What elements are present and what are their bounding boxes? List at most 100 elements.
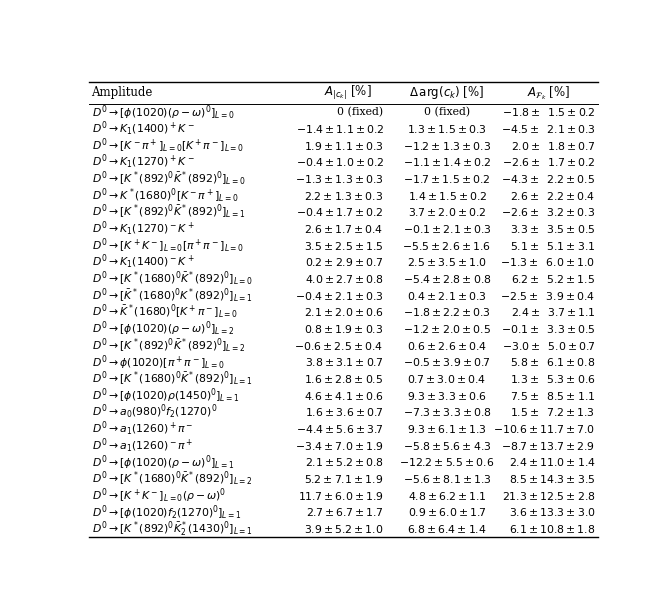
Text: $-2.6\pm\;\;1.7\pm0.2$: $-2.6\pm\;\;1.7\pm0.2$ [502, 157, 595, 168]
Text: $D^0 \to [K^*(892)^0\bar{K}^*(892)^0]_{L=1}$: $D^0 \to [K^*(892)^0\bar{K}^*(892)^0]_{L… [91, 203, 245, 222]
Text: $-3.4\pm7.0\pm1.9$: $-3.4\pm7.0\pm1.9$ [294, 440, 384, 452]
Text: $D^0 \to [K^*(1680)^0\bar{K}^*(892)^0]_{L=2}$: $D^0 \to [K^*(1680)^0\bar{K}^*(892)^0]_{… [91, 470, 252, 488]
Text: $0.2\pm2.9\pm0.7$: $0.2\pm2.9\pm0.7$ [305, 256, 384, 269]
Text: $-0.1\pm2.1\pm0.3$: $-0.1\pm2.1\pm0.3$ [402, 223, 492, 235]
Text: $-1.3\pm1.3\pm0.3$: $-1.3\pm1.3\pm0.3$ [295, 173, 384, 185]
Text: $A_{|c_k|}$ [%]: $A_{|c_k|}$ [%] [324, 84, 372, 102]
Text: $0.9\pm6.0\pm1.7$: $0.9\pm6.0\pm1.7$ [408, 506, 486, 518]
Text: $D^0 \to [\phi(1020)(\rho-\omega)^0]_{L=1}$: $D^0 \to [\phi(1020)(\rho-\omega)^0]_{L=… [91, 453, 234, 471]
Text: $-1.1\pm1.4\pm0.2$: $-1.1\pm1.4\pm0.2$ [403, 157, 491, 168]
Text: $5.8\pm\;\;6.1\pm0.8$: $5.8\pm\;\;6.1\pm0.8$ [510, 356, 595, 368]
Text: $-1.4\pm1.1\pm0.2$: $-1.4\pm1.1\pm0.2$ [296, 123, 384, 135]
Text: $4.0\pm2.7\pm0.8$: $4.0\pm2.7\pm0.8$ [305, 273, 384, 285]
Text: 0 (fixed): 0 (fixed) [338, 107, 384, 118]
Text: $2.7\pm6.7\pm1.7$: $2.7\pm6.7\pm1.7$ [306, 506, 384, 518]
Text: $-0.4\pm1.0\pm0.2$: $-0.4\pm1.0\pm0.2$ [296, 157, 384, 168]
Text: $-10.6\pm11.7\pm7.0$: $-10.6\pm11.7\pm7.0$ [494, 423, 595, 435]
Text: $7.5\pm\;\;8.5\pm1.1$: $7.5\pm\;\;8.5\pm1.1$ [510, 390, 595, 402]
Text: $9.3\pm3.3\pm0.6$: $9.3\pm3.3\pm0.6$ [407, 390, 487, 402]
Text: $4.6\pm4.1\pm0.6$: $4.6\pm4.1\pm0.6$ [304, 390, 384, 402]
Text: $D^0 \to [K^*(892)^0\bar{K}_2^*(1430)^0]_{L=1}$: $D^0 \to [K^*(892)^0\bar{K}_2^*(1430)^0]… [91, 519, 252, 538]
Text: 0 (fixed): 0 (fixed) [424, 107, 470, 118]
Text: $2.5\pm3.5\pm1.0$: $2.5\pm3.5\pm1.0$ [407, 256, 487, 269]
Text: $-4.3\pm\;\;2.2\pm0.5$: $-4.3\pm\;\;2.2\pm0.5$ [501, 173, 595, 185]
Text: $6.1\pm10.8\pm1.8$: $6.1\pm10.8\pm1.8$ [509, 523, 595, 535]
Text: $2.0\pm\;\;1.8\pm0.7$: $2.0\pm\;\;1.8\pm0.7$ [511, 139, 595, 152]
Text: $D^0 \to [K^-\pi^+]_{L=0}[K^+\pi^-]_{L=0}$: $D^0 \to [K^-\pi^+]_{L=0}[K^+\pi^-]_{L=0… [91, 136, 244, 155]
Text: $-0.5\pm3.9\pm0.7$: $-0.5\pm3.9\pm0.7$ [403, 356, 491, 368]
Text: $2.1\pm2.0\pm0.6$: $2.1\pm2.0\pm0.6$ [304, 306, 384, 319]
Text: $1.6\pm2.8\pm0.5$: $1.6\pm2.8\pm0.5$ [304, 373, 384, 385]
Text: $D^0 \to K_1(1270)^-K^+$: $D^0 \to K_1(1270)^-K^+$ [91, 220, 194, 238]
Text: $3.3\pm\;\;3.5\pm0.5$: $3.3\pm\;\;3.5\pm0.5$ [510, 223, 595, 235]
Text: $2.2\pm1.3\pm0.3$: $2.2\pm1.3\pm0.3$ [304, 189, 384, 202]
Text: $-12.2\pm5.5\pm0.6$: $-12.2\pm5.5\pm0.6$ [400, 456, 495, 468]
Text: $21.3\pm12.5\pm2.8$: $21.3\pm12.5\pm2.8$ [502, 490, 595, 502]
Text: $-5.5\pm2.6\pm1.6$: $-5.5\pm2.6\pm1.6$ [402, 240, 492, 252]
Text: $1.9\pm1.1\pm0.3$: $1.9\pm1.1\pm0.3$ [304, 139, 384, 152]
Text: $-5.4\pm2.8\pm0.8$: $-5.4\pm2.8\pm0.8$ [403, 273, 492, 285]
Text: $D^0 \to [K^*(892)^0\bar{K}^*(892)^0]_{L=0}$: $D^0 \to [K^*(892)^0\bar{K}^*(892)^0]_{L… [91, 170, 246, 188]
Text: $D^0 \to a_1(1260)^-\pi^+$: $D^0 \to a_1(1260)^-\pi^+$ [91, 437, 193, 455]
Text: $5.2\pm7.1\pm1.9$: $5.2\pm7.1\pm1.9$ [304, 473, 384, 485]
Text: $D^0 \to [K^*(1680)^0\bar{K}^*(892)^0]_{L=1}$: $D^0 \to [K^*(1680)^0\bar{K}^*(892)^0]_{… [91, 370, 252, 388]
Text: $-4.4\pm5.6\pm3.7$: $-4.4\pm5.6\pm3.7$ [296, 423, 384, 435]
Text: $D^0 \to \phi(1020)[\pi^+\pi^-]_{L=0}$: $D^0 \to \phi(1020)[\pi^+\pi^-]_{L=0}$ [91, 353, 224, 371]
Text: $-1.8\pm\;\;1.5\pm0.2$: $-1.8\pm\;\;1.5\pm0.2$ [501, 107, 595, 118]
Text: $4.8\pm6.2\pm1.1$: $4.8\pm6.2\pm1.1$ [408, 490, 486, 502]
Text: $D^0 \to a_0(980)^0f_2(1270)^0$: $D^0 \to a_0(980)^0f_2(1270)^0$ [91, 403, 217, 421]
Text: $D^0 \to [\phi(1020)f_2(1270)^0]_{L=1}$: $D^0 \to [\phi(1020)f_2(1270)^0]_{L=1}$ [91, 503, 241, 522]
Text: $3.8\pm3.1\pm0.7$: $3.8\pm3.1\pm0.7$ [305, 356, 384, 368]
Text: $-1.7\pm1.5\pm0.2$: $-1.7\pm1.5\pm0.2$ [404, 173, 491, 185]
Text: $-5.8\pm5.6\pm4.3$: $-5.8\pm5.6\pm4.3$ [403, 440, 492, 452]
Text: $D^0 \to [K^+K^-]_{L=0}(\rho-\omega)^0$: $D^0 \to [K^+K^-]_{L=0}(\rho-\omega)^0$ [91, 487, 226, 505]
Text: $5.1\pm\;\;5.1\pm3.1$: $5.1\pm\;\;5.1\pm3.1$ [510, 240, 595, 252]
Text: $-3.0\pm\;\;5.0\pm0.7$: $-3.0\pm\;\;5.0\pm0.7$ [501, 340, 595, 351]
Text: $8.5\pm14.3\pm3.5$: $8.5\pm14.3\pm3.5$ [509, 473, 595, 485]
Text: $D^0 \to [K^*(892)^0\bar{K}^*(892)^0]_{L=2}$: $D^0 \to [K^*(892)^0\bar{K}^*(892)^0]_{L… [91, 337, 245, 354]
Text: $D^0 \to a_1(1260)^+\pi^-$: $D^0 \to a_1(1260)^+\pi^-$ [91, 420, 193, 438]
Text: $-4.5\pm\;\;2.1\pm0.3$: $-4.5\pm\;\;2.1\pm0.3$ [501, 123, 595, 135]
Text: Amplitude: Amplitude [91, 86, 153, 99]
Text: $2.4\pm\;\;3.7\pm1.1$: $2.4\pm\;\;3.7\pm1.1$ [511, 306, 595, 319]
Text: $-2.5\pm\;\;3.9\pm0.4$: $-2.5\pm\;\;3.9\pm0.4$ [500, 290, 595, 301]
Text: $-8.7\pm13.7\pm2.9$: $-8.7\pm13.7\pm2.9$ [501, 440, 595, 452]
Text: $6.8\pm6.4\pm1.4$: $6.8\pm6.4\pm1.4$ [407, 523, 487, 535]
Text: $3.5\pm2.5\pm1.5$: $3.5\pm2.5\pm1.5$ [304, 240, 384, 252]
Text: $-1.8\pm2.2\pm0.3$: $-1.8\pm2.2\pm0.3$ [403, 306, 491, 319]
Text: $\Delta\,\mathrm{arg}(c_k)$ [%]: $\Delta\,\mathrm{arg}(c_k)$ [%] [410, 84, 485, 101]
Text: $-5.6\pm8.1\pm1.3$: $-5.6\pm8.1\pm1.3$ [402, 473, 492, 485]
Text: $2.4\pm11.0\pm1.4$: $2.4\pm11.0\pm1.4$ [509, 456, 595, 468]
Text: $-0.6\pm2.5\pm0.4$: $-0.6\pm2.5\pm0.4$ [294, 340, 384, 351]
Text: $1.3\pm\;\;5.3\pm0.6$: $1.3\pm\;\;5.3\pm0.6$ [509, 373, 595, 385]
Text: $1.4\pm1.5\pm0.2$: $1.4\pm1.5\pm0.2$ [408, 189, 486, 202]
Text: $-1.3\pm\;\;6.0\pm1.0$: $-1.3\pm\;\;6.0\pm1.0$ [500, 256, 595, 269]
Text: $6.2\pm\;\;5.2\pm1.5$: $6.2\pm\;\;5.2\pm1.5$ [511, 273, 595, 285]
Text: $2.6\pm1.7\pm0.4$: $2.6\pm1.7\pm0.4$ [304, 223, 384, 235]
Text: $D^0 \to [\phi(1020)\rho(1450)^0]_{L=1}$: $D^0 \to [\phi(1020)\rho(1450)^0]_{L=1}$ [91, 386, 239, 405]
Text: $0.4\pm2.1\pm0.3$: $0.4\pm2.1\pm0.3$ [407, 290, 487, 301]
Text: $9.3\pm6.1\pm1.3$: $9.3\pm6.1\pm1.3$ [407, 423, 487, 435]
Text: $-1.2\pm1.3\pm0.3$: $-1.2\pm1.3\pm0.3$ [403, 139, 491, 152]
Text: $D^0 \to K_1(1400)^+K^-$: $D^0 \to K_1(1400)^+K^-$ [91, 120, 194, 138]
Text: $-0.4\pm2.1\pm0.3$: $-0.4\pm2.1\pm0.3$ [295, 290, 384, 301]
Text: $-0.4\pm1.7\pm0.2$: $-0.4\pm1.7\pm0.2$ [296, 206, 384, 219]
Text: $D^0 \to K_1(1270)^+K^-$: $D^0 \to K_1(1270)^+K^-$ [91, 153, 194, 172]
Text: $0.8\pm1.9\pm0.3$: $0.8\pm1.9\pm0.3$ [304, 323, 384, 335]
Text: $-0.1\pm\;\;3.3\pm0.5$: $-0.1\pm\;\;3.3\pm0.5$ [501, 323, 595, 335]
Text: $11.7\pm6.0\pm1.9$: $11.7\pm6.0\pm1.9$ [298, 490, 384, 502]
Text: $D^0 \to [\phi(1020)(\rho-\omega)^0]_{L=2}$: $D^0 \to [\phi(1020)(\rho-\omega)^0]_{L=… [91, 320, 234, 339]
Text: $3.9\pm5.2\pm1.0$: $3.9\pm5.2\pm1.0$ [304, 523, 384, 535]
Text: $1.3\pm1.5\pm0.3$: $1.3\pm1.5\pm0.3$ [407, 123, 487, 135]
Text: $1.6\pm3.6\pm0.7$: $1.6\pm3.6\pm0.7$ [305, 406, 384, 418]
Text: $D^0 \to \bar{K}^*(1680)^0[K^+\pi^-]_{L=0}$: $D^0 \to \bar{K}^*(1680)^0[K^+\pi^-]_{L=… [91, 303, 238, 322]
Text: $D^0 \to [K^+K^-]_{L=0}[\pi^+\pi^-]_{L=0}$: $D^0 \to [K^+K^-]_{L=0}[\pi^+\pi^-]_{L=0… [91, 236, 244, 255]
Text: $-1.2\pm2.0\pm0.5$: $-1.2\pm2.0\pm0.5$ [403, 323, 491, 335]
Text: $D^0 \to [\bar{K}^*(1680)^0K^*(892)^0]_{L=1}$: $D^0 \to [\bar{K}^*(1680)^0K^*(892)^0]_{… [91, 287, 252, 304]
Text: $D^0 \to K_1(1400)^-K^+$: $D^0 \to K_1(1400)^-K^+$ [91, 253, 194, 272]
Text: $D^0 \to [K^*(1680)^0\bar{K}^*(892)^0]_{L=0}$: $D^0 \to [K^*(1680)^0\bar{K}^*(892)^0]_{… [91, 270, 252, 288]
Text: $A_{\mathcal{F}_k}$ [%]: $A_{\mathcal{F}_k}$ [%] [527, 84, 570, 102]
Text: $D^0 \to [\phi(1020)(\rho-\omega)^0]_{L=0}$: $D^0 \to [\phi(1020)(\rho-\omega)^0]_{L=… [91, 103, 234, 122]
Text: $3.6\pm13.3\pm3.0$: $3.6\pm13.3\pm3.0$ [509, 506, 595, 518]
Text: $-7.3\pm3.3\pm0.8$: $-7.3\pm3.3\pm0.8$ [403, 406, 492, 418]
